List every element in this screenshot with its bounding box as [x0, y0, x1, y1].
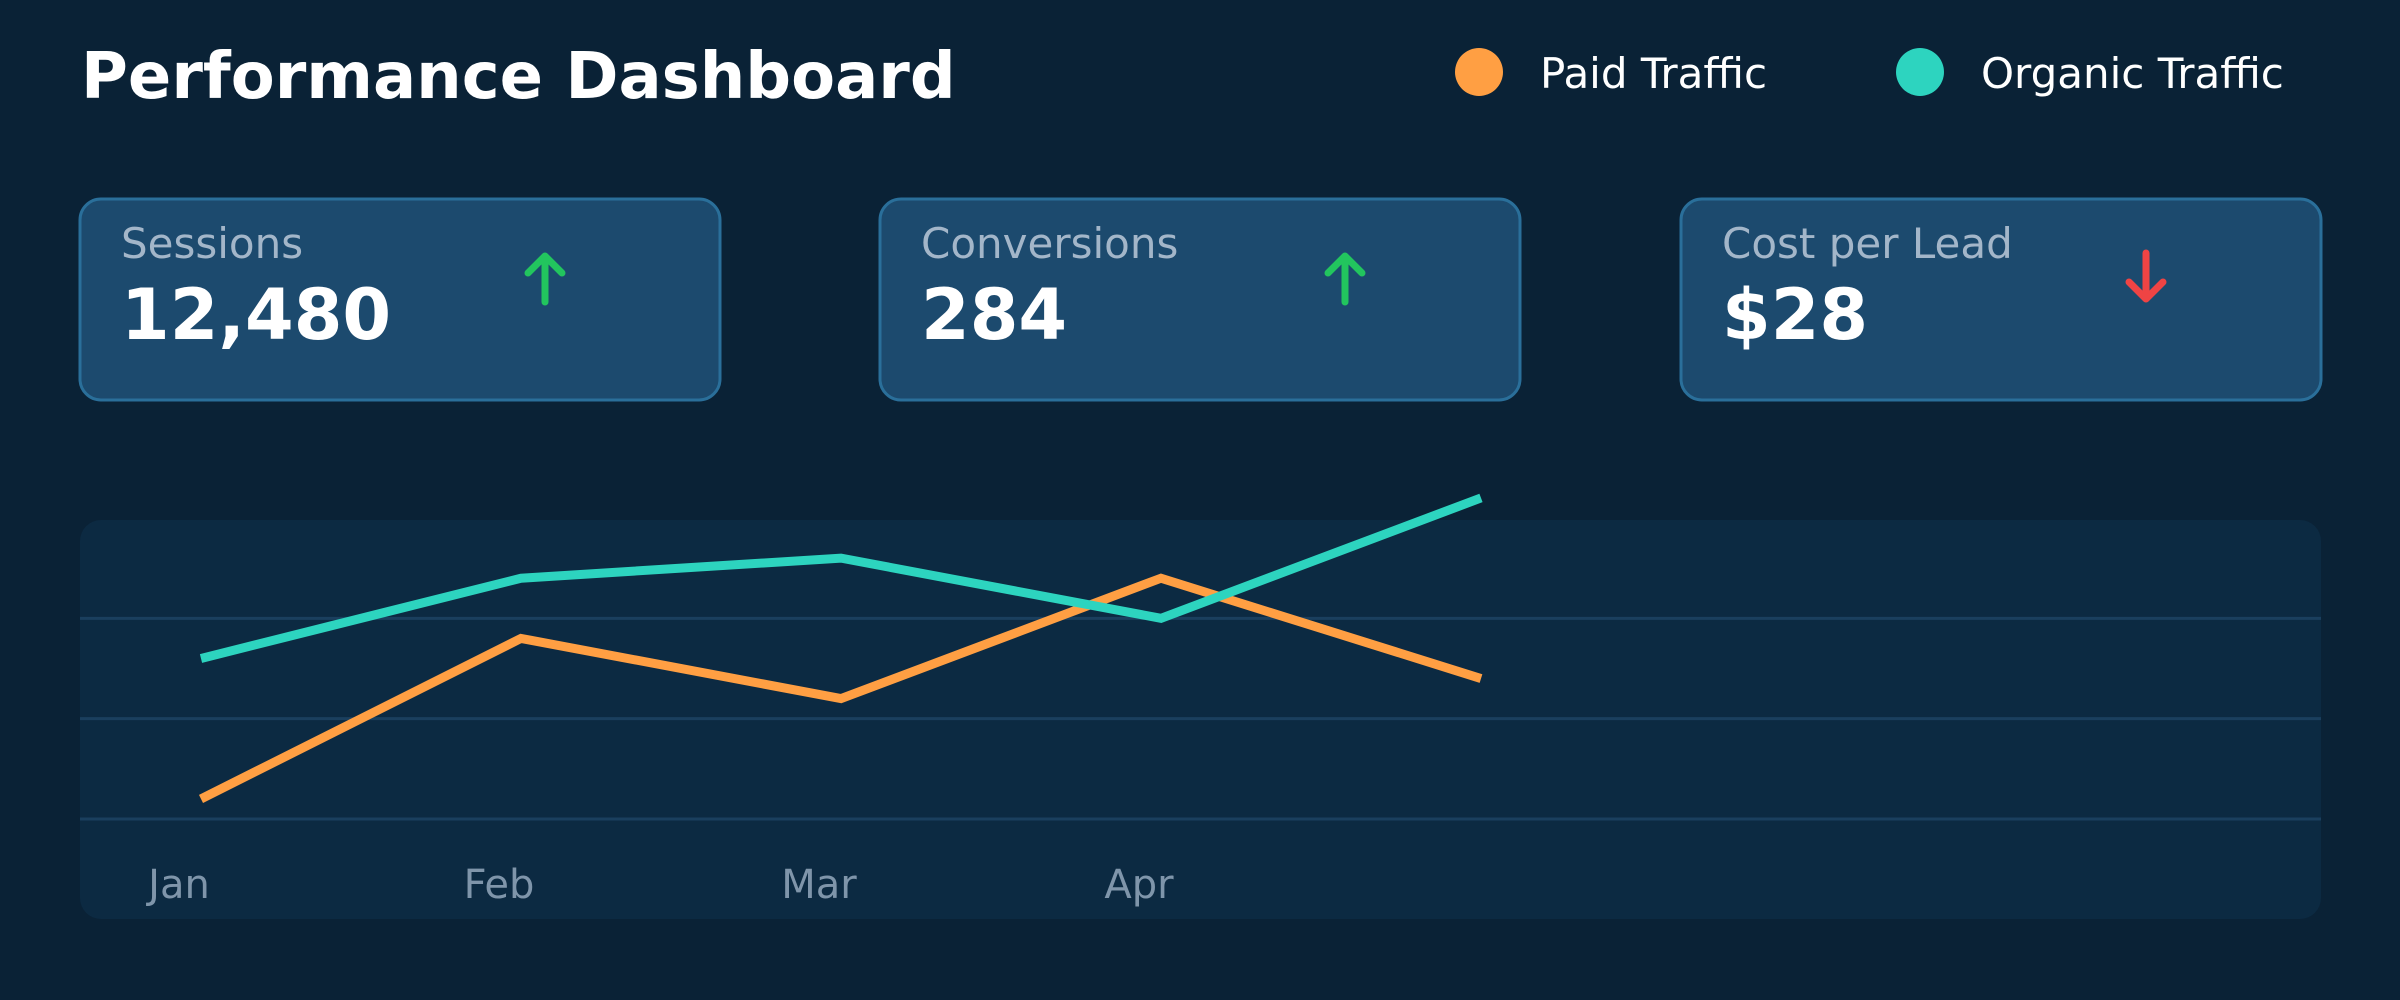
trend-arrow [2125, 249, 2167, 303]
title: Performance Dashboard [81, 40, 956, 114]
kpi-value: $28 [1722, 274, 1868, 356]
trend-arrow [1324, 252, 1366, 306]
legend-label: Paid Traffic [1540, 49, 1767, 98]
kpi-label: Sessions [121, 219, 303, 268]
kpi-value: 284 [921, 274, 1067, 356]
series-line [199, 493, 1483, 663]
legend-dot [1455, 48, 1503, 96]
series-line [198, 573, 1483, 803]
kpi-label: Cost per Lead [1722, 219, 2013, 268]
legend-dot [1896, 48, 1944, 96]
x-tick-label: Apr [1104, 862, 1174, 908]
x-tick-label: Jan [145, 862, 210, 908]
x-tick-label: Feb [464, 862, 535, 908]
x-tick-label: Mar [781, 862, 857, 908]
kpi-card [78, 197, 722, 402]
kpi-card [1679, 197, 2323, 402]
kpi-value: 12,480 [121, 274, 391, 356]
kpi-label: Conversions [921, 219, 1178, 268]
kpi-card [878, 197, 1522, 402]
trend-arrow [524, 252, 566, 306]
legend-label: Organic Traffic [1981, 49, 2284, 98]
